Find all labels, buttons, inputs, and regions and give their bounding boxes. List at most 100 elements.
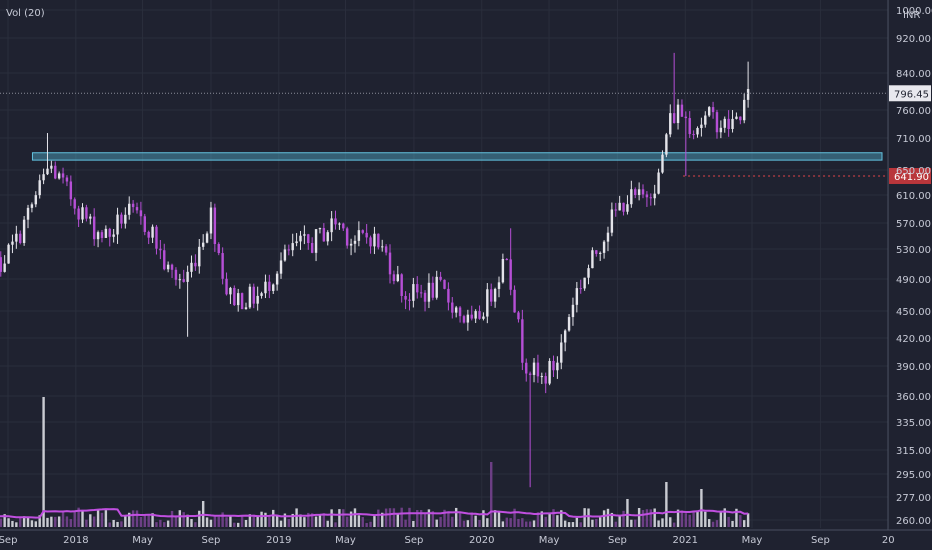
candle-body	[147, 231, 150, 238]
candle-body	[322, 228, 326, 242]
candle-body	[26, 207, 30, 220]
candle-body	[412, 284, 415, 301]
candle-body	[684, 116, 688, 119]
volume-bar	[96, 509, 100, 527]
volume-bar	[124, 515, 127, 527]
volume-bar	[85, 519, 88, 527]
candle-body	[369, 237, 372, 247]
volume-bar	[89, 514, 92, 527]
resistance-zone-rect[interactable]	[31, 152, 883, 161]
candle-body	[57, 173, 61, 179]
candle-body	[22, 219, 26, 243]
candle-body	[641, 189, 645, 195]
volume-bar	[272, 509, 275, 527]
candle-body	[314, 229, 318, 253]
volume-bar	[743, 520, 746, 527]
candle-body	[715, 112, 719, 133]
volume-bar	[330, 509, 333, 527]
volume-bar	[217, 516, 220, 527]
candle-body	[711, 107, 715, 113]
volume-bar	[540, 511, 544, 527]
candle-body	[497, 282, 501, 289]
candle-body	[252, 286, 255, 304]
candle-body	[143, 216, 146, 232]
candle-body	[85, 207, 88, 219]
volume-bar	[493, 510, 497, 527]
volume-bar	[462, 520, 466, 527]
support-level-label: 641.90	[894, 172, 929, 183]
volume-bar	[598, 517, 602, 527]
candle-body	[478, 311, 481, 319]
volume-bar	[727, 516, 730, 527]
candle-body	[159, 248, 162, 251]
volume-bar	[680, 510, 684, 527]
candle-body	[540, 376, 544, 378]
volume-bar	[42, 397, 45, 527]
candle-body	[38, 180, 41, 196]
volume-bar	[458, 512, 462, 527]
candle-body	[552, 360, 555, 371]
volume-bar	[34, 521, 38, 527]
volume-bar	[209, 519, 213, 527]
candle-body	[672, 113, 676, 124]
candle-body	[505, 258, 508, 260]
candle-body	[334, 218, 337, 225]
volume-bar	[240, 515, 244, 527]
candle-body	[186, 271, 189, 282]
candle-body	[7, 244, 10, 264]
candle-body	[326, 232, 329, 242]
volume-bar	[548, 513, 551, 527]
candle-body	[396, 274, 400, 282]
candle-body	[330, 218, 333, 233]
volume-bar	[439, 516, 442, 527]
candle-body	[743, 99, 746, 121]
volume-bar	[711, 521, 715, 527]
volume-bar	[19, 517, 22, 527]
candle-body	[96, 232, 100, 240]
volume-bar	[349, 511, 353, 527]
candle-body	[447, 288, 450, 303]
candle-body	[645, 194, 649, 198]
candle-body	[532, 362, 536, 375]
candle-body	[731, 118, 734, 129]
candle-body	[556, 362, 559, 371]
candle-body	[65, 177, 69, 182]
volume-bar	[186, 514, 189, 527]
volume-bar	[404, 519, 407, 527]
candle-body	[400, 274, 403, 296]
candle-body	[739, 116, 742, 121]
candle-body	[100, 232, 104, 238]
candle-body	[544, 376, 547, 384]
volume-bar	[412, 520, 415, 527]
candle-body	[595, 250, 598, 254]
candle-body	[283, 249, 287, 261]
volume-bar	[528, 521, 532, 527]
volume-bar	[334, 522, 337, 527]
volume-bar	[482, 510, 485, 527]
volume-bar	[163, 522, 166, 527]
candle-body	[256, 295, 259, 304]
candle-body	[353, 240, 357, 244]
candle-body	[42, 174, 45, 181]
volume-bar	[260, 511, 263, 527]
x-tick-label: May	[539, 535, 560, 546]
y-tick-label: 920.00	[896, 34, 931, 45]
volume-bar	[353, 508, 357, 527]
candle-body	[431, 282, 435, 298]
x-tick-label: 2018	[63, 535, 88, 546]
candle-body	[365, 232, 368, 238]
volume-bar	[626, 499, 629, 527]
candle-body	[357, 230, 361, 241]
candles	[0, 52, 750, 488]
volume-bar	[684, 513, 688, 527]
volume-bar	[688, 514, 691, 527]
candle-body	[3, 263, 6, 272]
volume-bar	[342, 509, 345, 527]
candle-body	[338, 223, 341, 225]
volume-bar	[318, 514, 322, 527]
volume-bar	[478, 520, 481, 527]
volume-bar	[715, 520, 719, 527]
volume-bar	[704, 511, 707, 527]
candle-body	[81, 207, 84, 220]
